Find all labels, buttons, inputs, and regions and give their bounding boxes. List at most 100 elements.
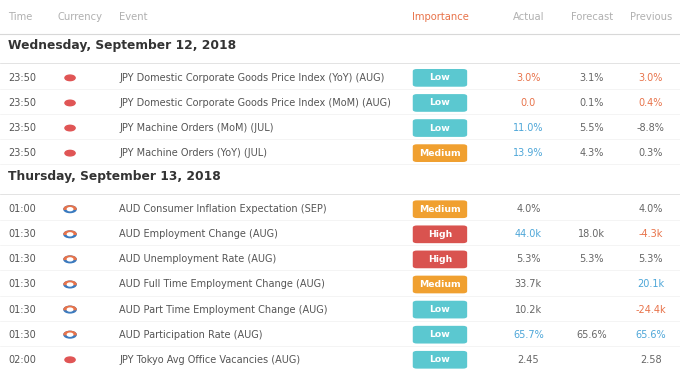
Text: Currency: Currency — [58, 12, 103, 22]
Text: 3.0%: 3.0% — [516, 73, 541, 83]
Text: -4.3k: -4.3k — [639, 229, 663, 239]
Circle shape — [64, 231, 76, 238]
Text: 3.0%: 3.0% — [639, 73, 663, 83]
Text: Thursday, September 13, 2018: Thursday, September 13, 2018 — [8, 170, 221, 183]
Text: -24.4k: -24.4k — [635, 304, 666, 315]
Text: AUD Part Time Employment Change (AUG): AUD Part Time Employment Change (AUG) — [119, 304, 328, 315]
Circle shape — [64, 281, 76, 288]
Text: 2.58: 2.58 — [640, 355, 662, 365]
Text: 01:30: 01:30 — [8, 254, 36, 265]
FancyBboxPatch shape — [413, 276, 467, 293]
Text: 65.7%: 65.7% — [513, 330, 544, 340]
Circle shape — [64, 206, 76, 213]
Text: 0.1%: 0.1% — [579, 98, 604, 108]
Text: JPY Domestic Corporate Goods Price Index (YoY) (AUG): JPY Domestic Corporate Goods Price Index… — [119, 73, 384, 83]
Text: 3.1%: 3.1% — [579, 73, 604, 83]
FancyBboxPatch shape — [413, 326, 467, 344]
Text: High: High — [428, 230, 452, 239]
Text: Low: Low — [430, 305, 450, 314]
Text: 5.3%: 5.3% — [579, 254, 604, 265]
Circle shape — [67, 258, 73, 261]
Circle shape — [64, 306, 76, 313]
Text: AUD Employment Change (AUG): AUD Employment Change (AUG) — [119, 229, 278, 239]
Text: 44.0k: 44.0k — [515, 229, 542, 239]
FancyBboxPatch shape — [413, 94, 467, 112]
Text: 4.0%: 4.0% — [639, 204, 663, 214]
Text: 5.3%: 5.3% — [516, 254, 541, 265]
Circle shape — [67, 208, 73, 211]
Text: Medium: Medium — [419, 149, 461, 158]
Text: Low: Low — [430, 124, 450, 132]
Text: 23:50: 23:50 — [8, 73, 36, 83]
Text: 23:50: 23:50 — [8, 98, 36, 108]
Text: 20.1k: 20.1k — [637, 279, 664, 290]
Text: 23:50: 23:50 — [8, 148, 36, 158]
Text: 11.0%: 11.0% — [513, 123, 543, 133]
Circle shape — [67, 233, 73, 236]
Text: High: High — [428, 255, 452, 264]
Text: 18.0k: 18.0k — [578, 229, 605, 239]
Text: 0.3%: 0.3% — [639, 148, 663, 158]
Text: 01:30: 01:30 — [8, 304, 36, 315]
Text: 65.6%: 65.6% — [635, 330, 666, 340]
Circle shape — [67, 283, 73, 286]
FancyBboxPatch shape — [413, 69, 467, 87]
Circle shape — [67, 333, 73, 336]
Text: 4.0%: 4.0% — [516, 204, 541, 214]
FancyBboxPatch shape — [413, 200, 467, 218]
Text: Low: Low — [430, 73, 450, 82]
Text: JPY Machine Orders (YoY) (JUL): JPY Machine Orders (YoY) (JUL) — [119, 148, 267, 158]
Circle shape — [65, 357, 75, 363]
Text: 01:30: 01:30 — [8, 229, 36, 239]
Text: Medium: Medium — [419, 280, 461, 289]
FancyBboxPatch shape — [413, 119, 467, 137]
FancyBboxPatch shape — [413, 144, 467, 162]
Circle shape — [65, 151, 75, 156]
Text: 2.45: 2.45 — [517, 355, 539, 365]
Text: 13.9%: 13.9% — [513, 148, 543, 158]
Text: Wednesday, September 12, 2018: Wednesday, September 12, 2018 — [8, 39, 236, 52]
Text: 23:50: 23:50 — [8, 123, 36, 133]
Text: Previous: Previous — [630, 12, 672, 22]
Text: Low: Low — [430, 355, 450, 364]
Text: 02:00: 02:00 — [8, 355, 36, 365]
Text: Actual: Actual — [513, 12, 544, 22]
Text: JPY Tokyo Avg Office Vacancies (AUG): JPY Tokyo Avg Office Vacancies (AUG) — [119, 355, 300, 365]
Text: JPY Machine Orders (MoM) (JUL): JPY Machine Orders (MoM) (JUL) — [119, 123, 273, 133]
Text: Low: Low — [430, 99, 450, 107]
FancyBboxPatch shape — [413, 225, 467, 243]
Text: Time: Time — [8, 12, 33, 22]
Circle shape — [65, 100, 75, 106]
Wedge shape — [64, 306, 76, 310]
Circle shape — [64, 256, 76, 263]
Text: Importance: Importance — [411, 12, 469, 22]
Text: AUD Consumer Inflation Expectation (SEP): AUD Consumer Inflation Expectation (SEP) — [119, 204, 326, 214]
Wedge shape — [64, 256, 76, 259]
Circle shape — [64, 331, 76, 338]
Wedge shape — [64, 231, 76, 234]
Text: Forecast: Forecast — [571, 12, 613, 22]
Text: Event: Event — [119, 12, 148, 22]
Text: 01:30: 01:30 — [8, 279, 36, 290]
Circle shape — [65, 125, 75, 131]
Text: -8.8%: -8.8% — [637, 123, 664, 133]
Wedge shape — [64, 206, 76, 209]
Text: JPY Domestic Corporate Goods Price Index (MoM) (AUG): JPY Domestic Corporate Goods Price Index… — [119, 98, 391, 108]
Text: 01:30: 01:30 — [8, 330, 36, 340]
Text: 5.3%: 5.3% — [639, 254, 663, 265]
Text: AUD Full Time Employment Change (AUG): AUD Full Time Employment Change (AUG) — [119, 279, 325, 290]
Text: Medium: Medium — [419, 205, 461, 214]
Text: 10.2k: 10.2k — [515, 304, 542, 315]
Text: 5.5%: 5.5% — [579, 123, 604, 133]
Circle shape — [65, 75, 75, 80]
Text: 33.7k: 33.7k — [515, 279, 542, 290]
Wedge shape — [64, 331, 76, 335]
FancyBboxPatch shape — [413, 251, 467, 268]
Text: 4.3%: 4.3% — [579, 148, 604, 158]
Text: AUD Participation Rate (AUG): AUD Participation Rate (AUG) — [119, 330, 262, 340]
Text: Low: Low — [430, 330, 450, 339]
FancyBboxPatch shape — [413, 301, 467, 318]
Wedge shape — [64, 281, 76, 284]
Text: 01:00: 01:00 — [8, 204, 36, 214]
Text: AUD Unemployment Rate (AUG): AUD Unemployment Rate (AUG) — [119, 254, 276, 265]
